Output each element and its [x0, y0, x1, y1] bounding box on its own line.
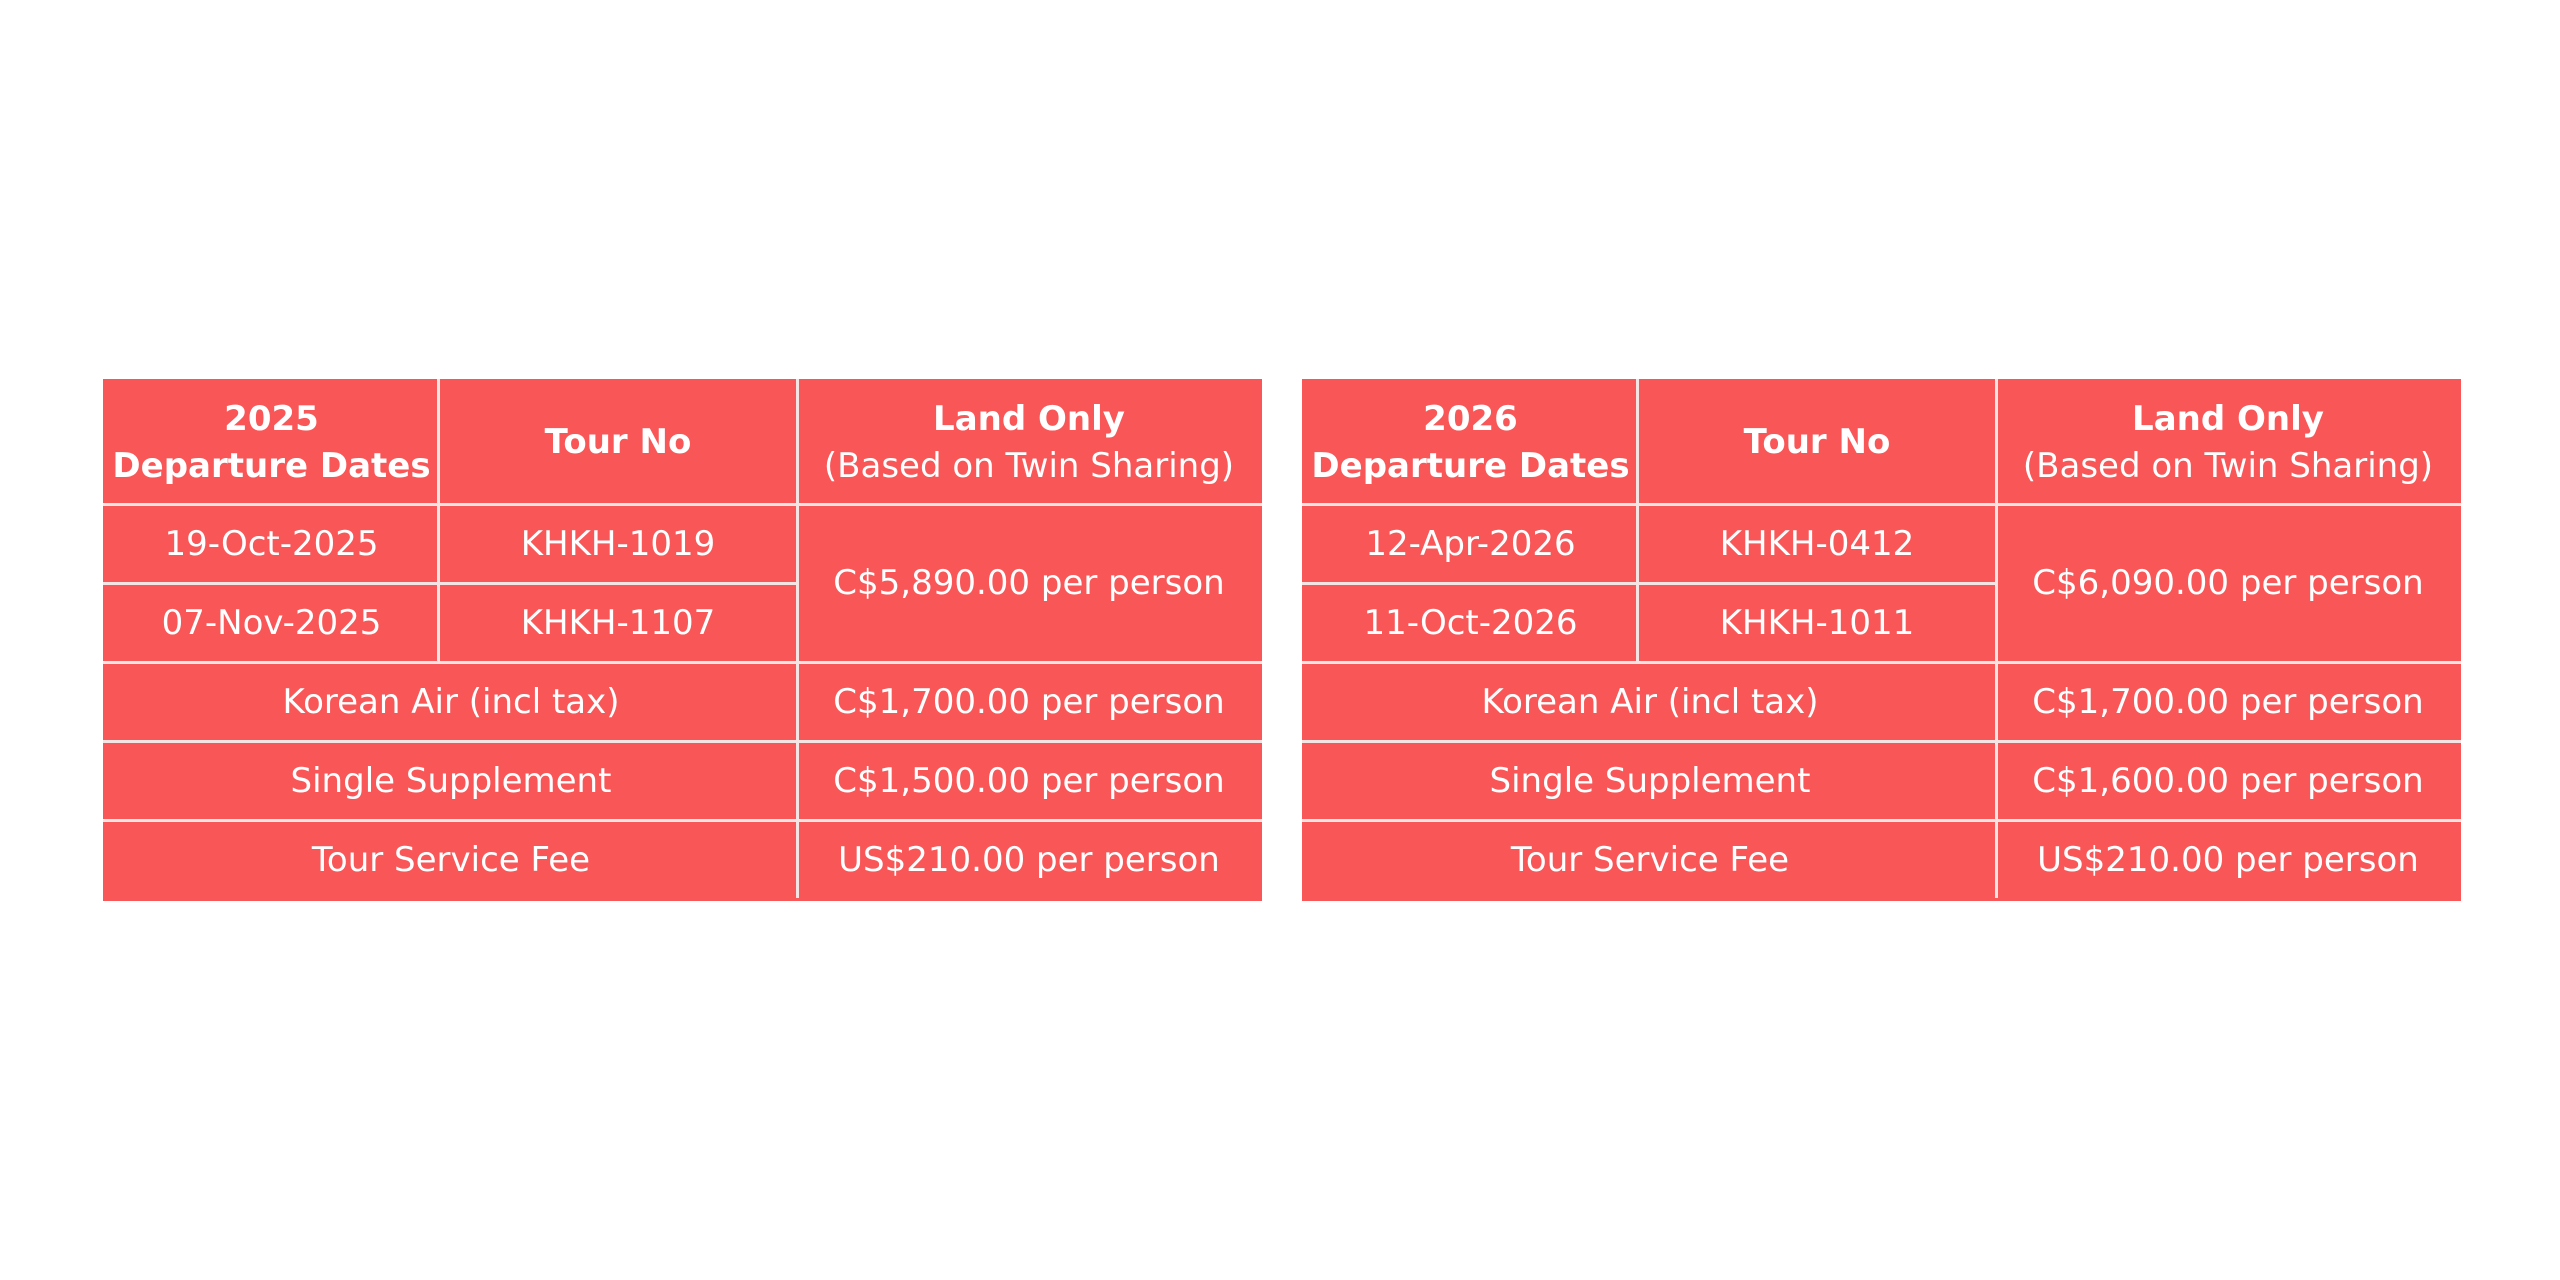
land-only-label: Land Only — [2132, 398, 2324, 439]
table-row: 19-Oct-2025 KHKH-1019 C$5,890.00 per per… — [103, 503, 1262, 664]
header-departure-label: Departure Dates — [1311, 445, 1630, 486]
table-row: 12-Apr-2026 KHKH-0412 C$6,090.00 per per… — [1302, 503, 2461, 664]
land-only-price: C$5,890.00 per person — [796, 503, 1262, 664]
departure-date: 11-Oct-2026 — [1302, 582, 1639, 664]
table-row: Single Supplement C$1,600.00 per person — [1302, 740, 2461, 822]
departure-date: 12-Apr-2026 — [1302, 503, 1639, 585]
extra-label: Single Supplement — [1302, 740, 1998, 822]
tour-number: KHKH-1011 — [1636, 582, 1998, 664]
extra-label: Korean Air (incl tax) — [1302, 661, 1998, 743]
table-row: 07-Nov-2025 KHKH-1107 — [103, 582, 1261, 664]
land-only-header: Land Only (Based on Twin Sharing) — [1995, 379, 2461, 506]
tour-number: KHKH-1019 — [437, 503, 799, 585]
extra-label: Single Supplement — [103, 740, 799, 822]
price-table-2026: 2026 Departure Dates Tour No Land Only (… — [1302, 379, 2461, 901]
tour-number: KHKH-0412 — [1636, 503, 1998, 585]
extra-price: C$1,700.00 per person — [796, 661, 1262, 743]
header-departure-label: Departure Dates — [112, 445, 431, 486]
land-only-sub: (Based on Twin Sharing) — [823, 445, 1235, 486]
table-row: Tour Service Fee US$210.00 per person — [1302, 819, 2461, 901]
table-row: Korean Air (incl tax) C$1,700.00 per per… — [103, 661, 1262, 743]
extra-price: US$210.00 per person — [1995, 819, 2461, 901]
extra-label: Tour Service Fee — [103, 819, 799, 901]
land-only-price: C$6,090.00 per person — [1995, 503, 2461, 664]
departure-dates-header: 2025 Departure Dates — [103, 379, 440, 506]
tour-number: KHKH-1107 — [437, 582, 799, 664]
tour-no-header: Tour No — [1636, 379, 1998, 506]
table-row: Single Supplement C$1,500.00 per person — [103, 740, 1262, 822]
table-row: Korean Air (incl tax) C$1,700.00 per per… — [1302, 661, 2461, 743]
table-header-row: 2026 Departure Dates Tour No Land Only (… — [1302, 379, 2461, 506]
table-row: Tour Service Fee US$210.00 per person — [103, 819, 1262, 901]
departure-dates-header: 2026 Departure Dates — [1302, 379, 1639, 506]
departure-date: 07-Nov-2025 — [103, 582, 440, 664]
price-table-2025: 2025 Departure Dates Tour No Land Only (… — [103, 379, 1262, 901]
land-only-sub: (Based on Twin Sharing) — [2022, 445, 2434, 486]
extra-label: Korean Air (incl tax) — [103, 661, 799, 743]
table-header-row: 2025 Departure Dates Tour No Land Only (… — [103, 379, 1262, 506]
table-row: 11-Oct-2026 KHKH-1011 — [1302, 582, 2460, 664]
land-only-label: Land Only — [933, 398, 1125, 439]
extra-label: Tour Service Fee — [1302, 819, 1998, 901]
header-year: 2025 — [224, 398, 319, 439]
extra-price: C$1,500.00 per person — [796, 740, 1262, 822]
extra-price: C$1,700.00 per person — [1995, 661, 2461, 743]
extra-price: US$210.00 per person — [796, 819, 1262, 901]
extra-price: C$1,600.00 per person — [1995, 740, 2461, 822]
land-only-header: Land Only (Based on Twin Sharing) — [796, 379, 1262, 506]
tour-no-header: Tour No — [437, 379, 799, 506]
header-year: 2026 — [1423, 398, 1518, 439]
departure-date: 19-Oct-2025 — [103, 503, 440, 585]
